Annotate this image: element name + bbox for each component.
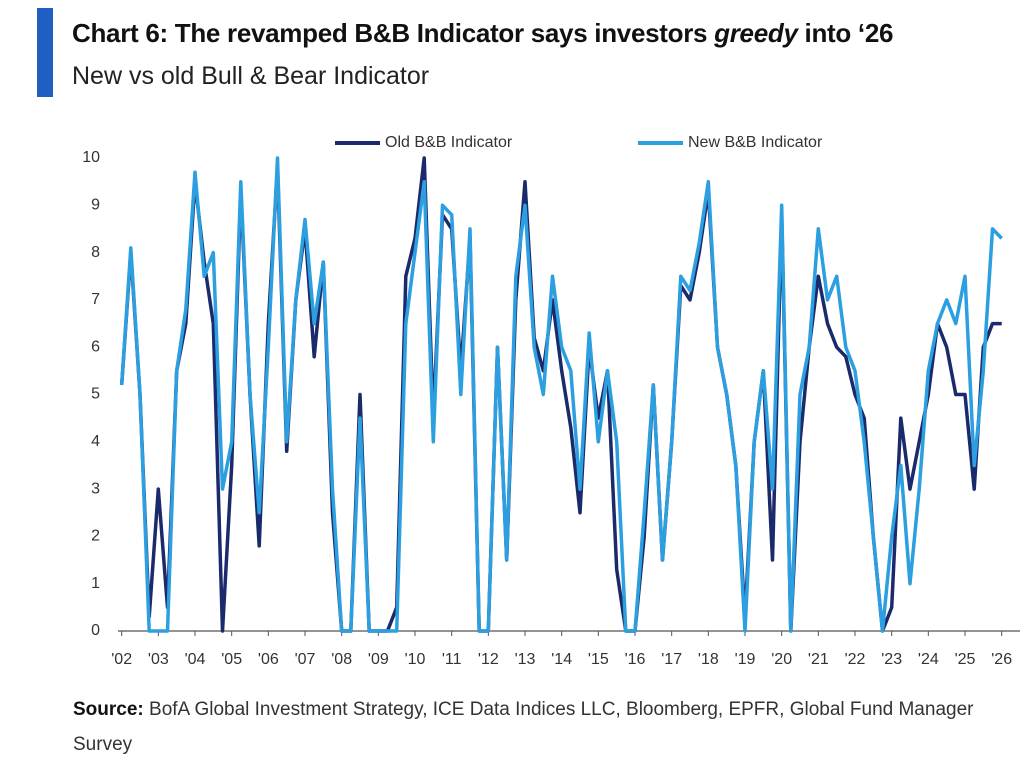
x-tick-label: '07 <box>295 651 316 668</box>
y-tick-label: 10 <box>82 149 100 166</box>
title-part: into ‘26 <box>797 18 894 48</box>
x-tick-label: '15 <box>588 651 609 668</box>
x-tick-label: '03 <box>148 651 169 668</box>
legend-label: New B&B Indicator <box>688 134 823 151</box>
x-tick-label: '14 <box>551 651 572 668</box>
source-note: Source: BofA Global Investment Strategy,… <box>73 692 1003 762</box>
x-tick-label: '05 <box>221 651 242 668</box>
y-tick-label: 2 <box>91 528 100 545</box>
x-tick-label: '25 <box>955 651 976 668</box>
chart-title: Chart 6: The revamped B&B Indicator says… <box>72 18 893 49</box>
x-tick-label: '10 <box>405 651 426 668</box>
x-tick-label: '21 <box>808 651 829 668</box>
title-accent <box>37 8 53 97</box>
x-tick-label: '24 <box>918 651 939 668</box>
series-line <box>119 156 1002 633</box>
y-tick-label: 1 <box>91 575 100 592</box>
x-tick-label: '22 <box>845 651 866 668</box>
y-tick-label: 8 <box>91 244 100 261</box>
x-tick-label: '12 <box>478 651 499 668</box>
chart-subtitle: New vs old Bull & Bear Indicator <box>72 62 430 90</box>
x-tick-label: '16 <box>625 651 646 668</box>
x-tick-label: '18 <box>698 651 719 668</box>
x-tick-label: '08 <box>331 651 352 668</box>
x-tick-label: '02 <box>111 651 132 668</box>
x-tick-label: '13 <box>515 651 536 668</box>
x-tick-label: '23 <box>881 651 902 668</box>
series-line <box>119 156 1003 633</box>
title-part: Chart 6: The revamped B&B Indicator says… <box>72 18 715 48</box>
title-part: greedy <box>714 18 798 48</box>
source-text: BofA Global Investment Strategy, ICE Dat… <box>73 699 974 755</box>
x-tick-label: '17 <box>661 651 682 668</box>
x-tick-label: '04 <box>185 651 206 668</box>
x-tick-label: '09 <box>368 651 389 668</box>
y-tick-label: 7 <box>91 291 100 308</box>
y-tick-label: 5 <box>91 386 100 403</box>
source-label: Source: <box>73 699 144 720</box>
x-tick-label: '26 <box>991 651 1012 668</box>
x-tick-label: '06 <box>258 651 279 668</box>
x-tick-label: '19 <box>735 651 756 668</box>
legend-label: Old B&B Indicator <box>385 134 513 151</box>
y-tick-label: 4 <box>91 433 100 450</box>
y-tick-label: 6 <box>91 338 100 355</box>
y-tick-label: 0 <box>91 622 100 639</box>
y-tick-label: 9 <box>91 197 100 214</box>
x-tick-label: '11 <box>442 651 462 668</box>
x-tick-label: '20 <box>771 651 792 668</box>
y-tick-label: 3 <box>91 480 100 497</box>
